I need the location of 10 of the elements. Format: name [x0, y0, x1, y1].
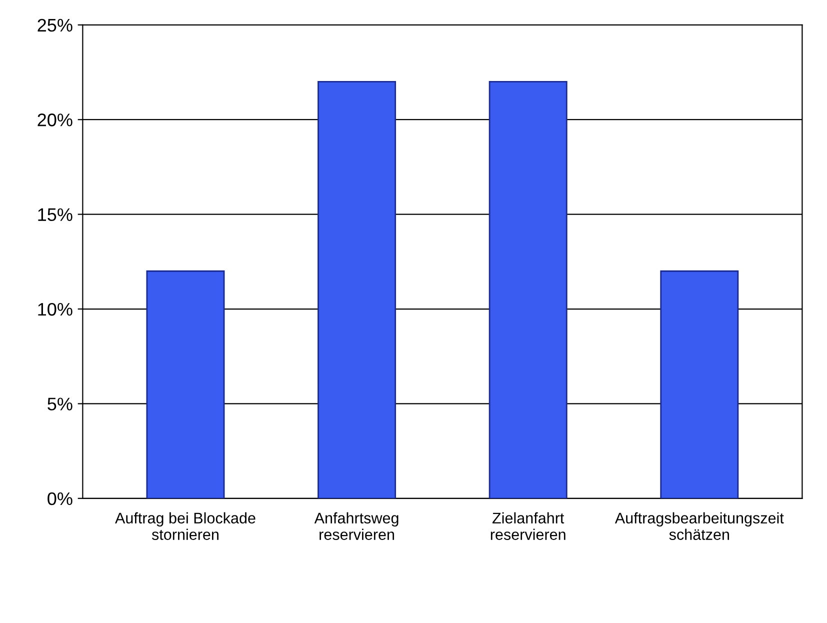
x-tick-label: Auftragsbearbeitungszeit schätzen	[614, 512, 784, 540]
y-tick-label: 15%	[38, 208, 72, 222]
y-tick-label: 5%	[48, 398, 72, 410]
x-tick-label: Auftrag bei Blockade stornieren	[115, 512, 256, 540]
x-tick-label: Anfahrtsweg reservieren	[314, 512, 398, 540]
x-tick-label: Zielanfahrt reservieren	[490, 512, 566, 540]
y-tick-label: 10%	[38, 302, 72, 316]
y-tick-label: 0%	[48, 492, 72, 506]
y-tick-label: 25%	[38, 18, 72, 32]
y-tick-label: 20%	[38, 114, 72, 126]
